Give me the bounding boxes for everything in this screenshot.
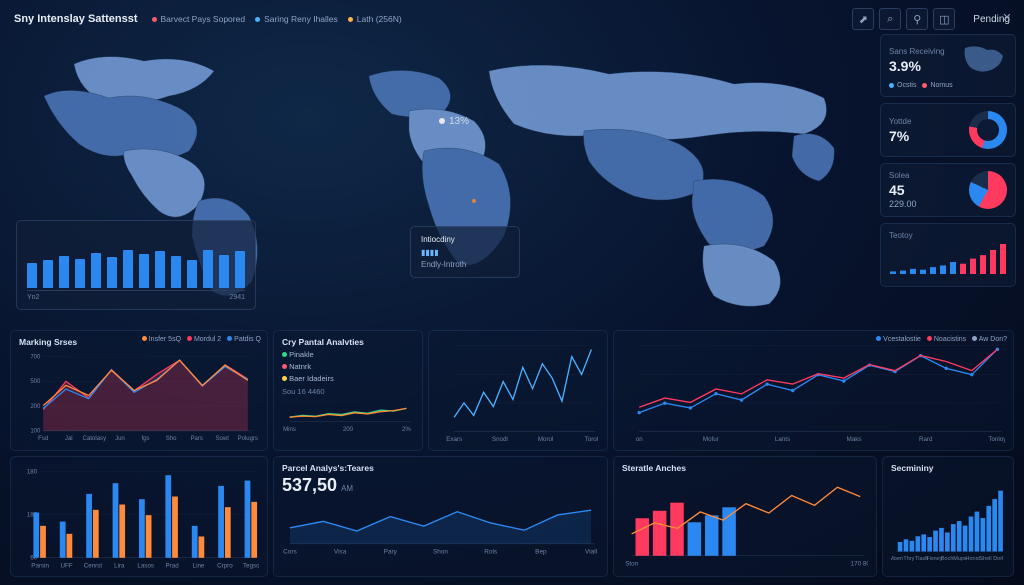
svg-text:Prad: Prad [166,562,180,569]
svg-text:Parsin: Parsin [31,562,49,569]
cry-panel[interactable]: Cry Pantal Analvties Pinakle Natnrk Baer… [273,330,423,451]
svg-text:Sho: Sho [166,436,177,442]
svg-text:Boch: Boch [941,556,953,562]
indicator-card: Intiocdiny ▮▮▮▮ Endly-Introth [410,226,520,278]
svg-text:UFF: UFF [60,562,72,569]
marking-chart[interactable]: Marking Srses Insfer 5sQ Mordul 2 Patdis… [10,330,268,451]
svg-text:Mofur: Mofur [703,436,719,443]
zigzag-panel[interactable]: Exars Snodl Morol Torol [428,330,608,451]
svg-text:Lasos: Lasos [137,562,154,569]
side-card[interactable]: Teotoy [880,223,1016,287]
svg-text:Mins: Mins [283,426,296,433]
floating-bar-chart: Yn22941 [16,220,256,310]
svg-text:Sowt: Sowt [216,436,230,442]
steratle-panel[interactable]: Steratle Anches Ston170 80 [613,456,877,577]
svg-text:Jun: Jun [115,436,125,442]
trend-panel[interactable]: Vcestalostie Noacistins Aw Don? onMofurL… [613,330,1014,451]
secondary-panel[interactable]: Secmininy MoenThryTlashFisneyBochMupsHon… [882,456,1014,577]
svg-text:13%: 13% [449,116,469,127]
svg-text:Dorl: Dorl [993,556,1003,562]
svg-text:Pary: Pary [384,549,398,556]
svg-text:Tegso: Tegso [243,562,259,569]
svg-text:Honst: Honst [966,556,981,562]
svg-text:Thry: Thry [903,556,914,562]
svg-text:Torol: Torol [585,436,598,443]
svg-text:Line: Line [193,562,205,569]
svg-text:Jal: Jal [65,436,73,442]
grouped-bars[interactable]: 18018060ParsinUFFCenrstLiraLasosPradLine… [10,456,268,577]
svg-text:2%: 2% [402,426,411,433]
svg-text:on: on [636,436,643,443]
toolbar-icon[interactable]: ⌕ [879,8,901,30]
svg-text:Ston: Ston [625,560,638,567]
svg-text:Lants: Lants [775,436,790,443]
svg-text:fgs: fgs [141,436,149,442]
side-card[interactable]: Solea45229.00 [880,163,1016,217]
svg-text:Viall: Viall [585,549,597,556]
svg-text:Maks: Maks [847,436,862,443]
side-card[interactable]: Sans Receiving3.9%OcstisNomus [880,34,1016,97]
svg-text:Snodl: Snodl [492,436,508,443]
svg-text:Rard: Rard [919,436,933,443]
svg-text:200: 200 [343,426,354,433]
side-card[interactable]: Yottde7% [880,103,1016,157]
svg-text:Rols: Rols [484,549,497,556]
svg-text:100: 100 [30,429,41,435]
side-panel: Sans Receiving3.9%OcstisNomus Yottde7% Sol… [880,34,1016,287]
svg-text:Fsd: Fsd [38,436,48,442]
toolbar-icon[interactable]: ◫ [933,8,955,30]
svg-text:180: 180 [27,468,38,475]
svg-text:200: 200 [30,404,41,410]
svg-text:Cenrst: Cenrst [84,562,103,569]
svg-text:170 80: 170 80 [851,560,868,567]
svg-text:Tonloy: Tonloy [988,436,1005,443]
svg-text:Catolasy: Catolasy [83,436,106,442]
svg-text:Crpro: Crpro [217,562,233,569]
toolbar-icon[interactable]: ⬈ [852,8,874,30]
legend-pill: Barvect Pays Sopored [152,14,246,24]
svg-text:Shon: Shon [433,549,448,556]
svg-text:Exars: Exars [446,436,462,443]
svg-text:Cors: Cors [283,549,297,556]
legend-pill: Lath (256N) [348,14,402,24]
svg-text:Morol: Morol [538,436,553,443]
legend-pill: Saring Reny Ihalles [255,14,338,24]
svg-text:700: 700 [30,354,41,360]
dashboard-title: Sny Intenslay Sattensst [14,13,138,25]
svg-text:Lira: Lira [114,562,125,569]
svg-text:Pars: Pars [190,436,202,442]
svg-text:500: 500 [30,379,41,385]
svg-text:Polugrs: Polugrs [238,436,258,442]
svg-text:Visa: Visa [334,549,347,556]
svg-text:Moen: Moen [891,556,903,562]
close-icon[interactable]: ✕ [1000,10,1014,24]
toolbar-icon[interactable]: ⚲ [906,8,928,30]
svg-text:Bep: Bep [535,549,547,556]
header-legend: Barvect Pays Sopored Saring Reny Ihalles L… [152,14,402,24]
parcel-panel[interactable]: Parcel Analys's:Teares 537,50 AM CorsVis… [273,456,608,577]
svg-text:Shell: Shell [979,556,991,562]
